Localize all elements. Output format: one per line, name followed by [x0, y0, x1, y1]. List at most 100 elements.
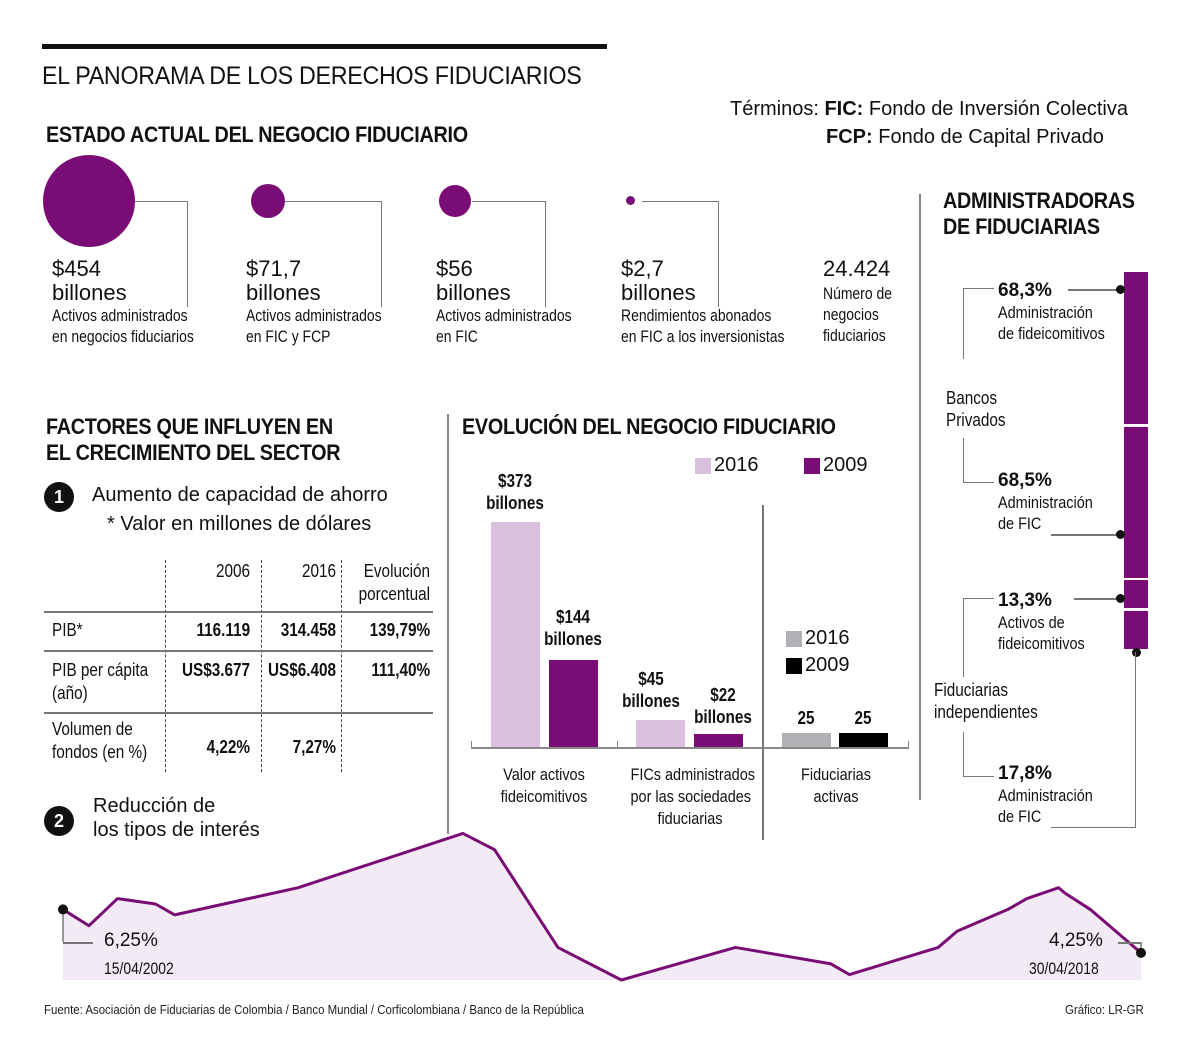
legend-swatch-2009	[804, 458, 820, 474]
table-row-label: PIB per cápita	[52, 660, 149, 680]
end-date: 30/04/2018	[1029, 959, 1099, 978]
admin-heading-line: ADMINISTRADORAS	[943, 188, 1135, 213]
legend-label: 2016	[805, 627, 850, 649]
x-axis-tick	[908, 741, 909, 747]
category-label: Fiduciarias activas	[777, 764, 896, 808]
table-divider	[261, 560, 262, 772]
table-header: 2016	[301, 561, 336, 581]
divider	[919, 194, 921, 800]
end-leader	[1118, 942, 1141, 944]
category-label: FICs administrados por las sociedades fi…	[630, 764, 755, 830]
bubble-2-7	[626, 196, 635, 205]
estado-item: $56 billones Activos administrados en FI…	[436, 257, 601, 347]
estado-value: $56	[436, 256, 473, 281]
bar-label: $22 billones	[685, 684, 762, 728]
share-desc: Administración	[998, 493, 1093, 512]
end-point	[1136, 947, 1146, 958]
bar-label-unit: billones	[694, 707, 752, 727]
x-axis-tick	[617, 741, 618, 747]
chart-title: EVOLUCIÓN DEL NEGOCIO FIDUCIARIO	[462, 414, 836, 439]
estado-unit: billones	[621, 280, 696, 305]
bracket	[963, 438, 994, 483]
terms-meaning: Fondo de Inversión Colectiva	[868, 98, 1128, 120]
terms-meaning: Fondo de Capital Privado	[878, 126, 1104, 148]
factor-1-badge: 1	[44, 482, 74, 512]
count-desc: Número de	[823, 284, 892, 303]
factores-heading-line: FACTORES QUE INFLUYEN EN	[46, 414, 333, 439]
count-desc: negocios	[823, 305, 879, 324]
legend-label: 2009	[823, 454, 868, 476]
estado-desc: Activos administrados	[246, 306, 382, 325]
estado-desc: en FIC y FCP	[246, 327, 331, 346]
category-label-line: fiduciarias	[657, 809, 723, 828]
bar-2009-1	[694, 733, 743, 747]
bracket	[963, 288, 994, 359]
estado-desc: en FIC	[436, 327, 478, 346]
count-desc: fiduciarios	[823, 326, 886, 345]
estado-desc: en FIC a los inversionistas	[621, 327, 785, 346]
factor-2-title-line: los tipos de interés	[93, 819, 260, 841]
estado-value: $2,7	[621, 256, 664, 281]
admin-heading: ADMINISTRADORAS DE FIDUCIARIAS	[943, 188, 1135, 240]
share-desc: Administración	[998, 786, 1093, 805]
share-item: 68,5% Administración de FIC	[998, 470, 1110, 534]
table-rule	[44, 650, 433, 652]
estado-value: $71,7	[246, 256, 302, 281]
category-label-line: activas	[813, 787, 859, 806]
bar-fiduciarias-2016	[782, 733, 831, 747]
leader-line	[1074, 598, 1120, 600]
category-label-line: por las sociedades	[630, 787, 752, 806]
bubble-454	[43, 155, 135, 247]
bar-label: $144 billones	[535, 606, 612, 650]
share-segment-activos	[1124, 580, 1148, 608]
start-rate: 6,25%	[104, 930, 158, 951]
table-cell: 314.458	[280, 620, 336, 640]
group-label: Bancos Privados	[946, 387, 1006, 431]
leader-line	[1068, 289, 1120, 291]
table-cell: 116.119	[196, 620, 250, 640]
bubble-56	[439, 185, 471, 217]
leader-dot	[1116, 594, 1125, 603]
bar-label: $45 billones	[613, 668, 690, 712]
table-row-label: PIB*	[52, 620, 83, 640]
share-desc: Activos de	[998, 613, 1065, 632]
x-axis	[471, 747, 909, 749]
bar-label: 25	[854, 708, 872, 728]
table-header: Evolución	[363, 561, 430, 581]
share-segment-fic-ind	[1124, 611, 1148, 649]
x-axis-tick	[471, 741, 472, 747]
terms-line-2: FCP: Fondo de Capital Privado	[826, 126, 1104, 149]
estado-item: $2,7 billones Rendimientos abonados en F…	[621, 257, 820, 347]
share-desc: Administración	[998, 303, 1093, 322]
share-pct: 68,5%	[998, 470, 1052, 491]
bar-label-value: $144	[555, 607, 591, 627]
factores-heading-line: EL CRECIMIENTO DEL SECTOR	[46, 440, 341, 465]
credit: Gráfico: LR-GR	[1065, 1002, 1144, 1017]
estado-unit: billones	[246, 280, 321, 305]
estado-desc: Rendimientos abonados	[621, 306, 772, 325]
share-segment-fic	[1124, 427, 1148, 578]
legend-swatch-2016	[786, 631, 802, 647]
leader-dot	[1116, 285, 1125, 294]
bubble-71-7	[251, 184, 285, 218]
table-header: porcentual	[358, 584, 430, 604]
start-point	[58, 904, 68, 915]
share-pct: 13,3%	[998, 590, 1052, 611]
table-cell: 139,79%	[369, 620, 430, 640]
rate-area	[63, 833, 1141, 980]
table-cell: US$6.408	[267, 660, 336, 680]
connector-line	[642, 201, 719, 307]
group-label-line: Fiduciarias	[934, 680, 1008, 700]
estado-item: $454 billones Activos administrados en n…	[52, 257, 225, 347]
connector-line	[472, 201, 546, 307]
table-row-label: (año)	[52, 683, 88, 703]
bar-label-unit: billones	[544, 629, 602, 649]
table-cell: 4,22%	[206, 737, 250, 757]
legend-label: 2016	[714, 454, 759, 476]
divider	[447, 414, 449, 834]
estado-count: 24.424 Número de negocios fiduciarios	[823, 257, 907, 346]
leader-dot	[1132, 648, 1141, 657]
terms-line-1: Términos: FIC: Fondo de Inversión Colect…	[730, 98, 1128, 121]
legend-swatch-2016	[695, 458, 711, 474]
